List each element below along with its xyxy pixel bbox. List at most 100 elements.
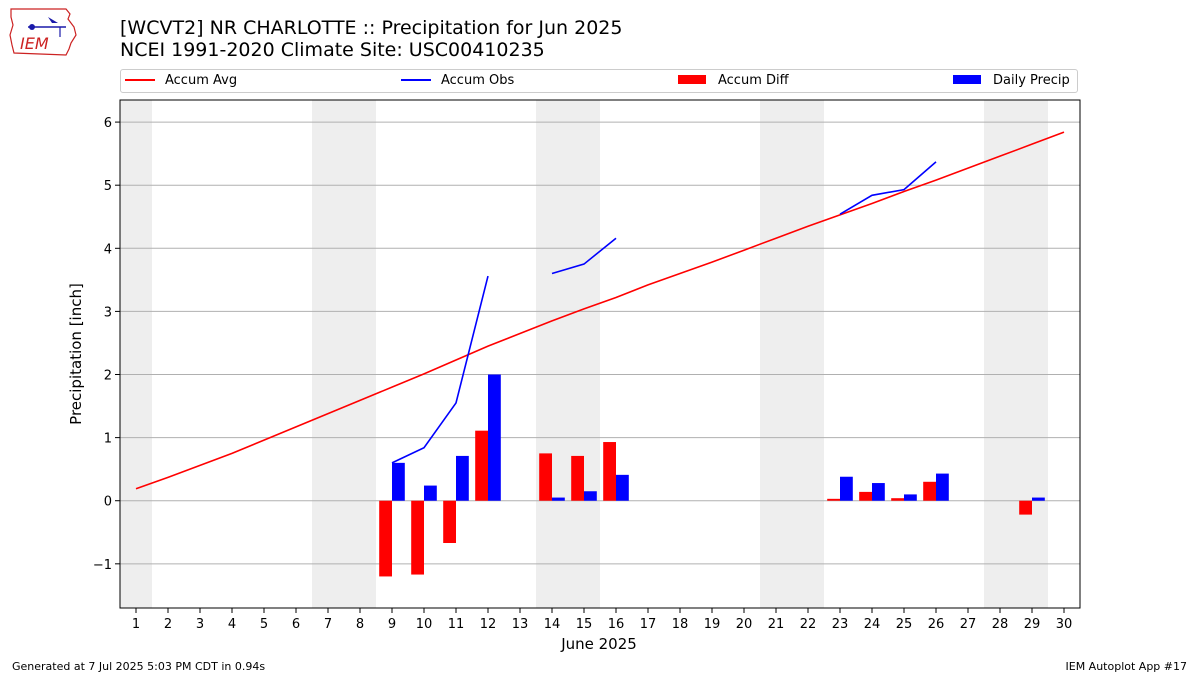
x-tick-label: 15 [576, 617, 593, 632]
y-tick-label: 3 [104, 305, 112, 320]
x-tick-label: 23 [832, 617, 849, 632]
accum-diff-bar [411, 500, 424, 575]
x-tick-label: 2 [164, 617, 172, 632]
legend-item-accum-avg: Accum Avg [125, 73, 237, 91]
x-tick-label: 13 [512, 617, 529, 632]
daily-precip-bar [1032, 497, 1045, 501]
daily-precip-bar [584, 491, 597, 501]
legend-label-accum-diff: Accum Diff [718, 73, 789, 88]
legend-item-accum-diff: Accum Diff [678, 73, 789, 91]
chart-subtitle: NCEI 1991-2020 Climate Site: USC00410235 [120, 39, 545, 61]
daily-precip-bar [424, 485, 437, 501]
x-tick-label: 7 [324, 617, 332, 632]
accum-diff-bar [859, 491, 872, 501]
accum-diff-bar [571, 455, 584, 501]
x-tick-label: 6 [292, 617, 300, 632]
x-tick-label: 30 [1056, 617, 1073, 632]
accum-diff-bar [475, 430, 488, 501]
legend-item-daily-precip: Daily Precip [953, 73, 1070, 91]
y-tick-label: 5 [104, 179, 112, 194]
legend-label-daily-precip: Daily Precip [993, 73, 1070, 88]
accum-diff-bar [379, 500, 392, 577]
x-axis-label: June 2025 [560, 635, 637, 653]
weekend-shade-4 [984, 100, 1048, 608]
plot-frame [119, 99, 1081, 609]
legend-swatch-accum-obs [401, 78, 431, 81]
weekend-shade-1 [312, 100, 376, 608]
accum-avg-line [135, 131, 1065, 490]
x-tick-label: 8 [356, 617, 364, 632]
accum-obs-line-1 [551, 237, 617, 275]
accum-diff-bar [443, 500, 456, 544]
x-tick-label: 29 [1024, 617, 1041, 632]
accum-obs-line-0 [391, 275, 489, 464]
x-tick-label: 3 [196, 617, 204, 632]
accum-diff-bar [1019, 500, 1032, 515]
x-tick-label: 14 [544, 617, 561, 632]
daily-precip-bar [616, 474, 629, 501]
weekend-shading [120, 100, 1048, 608]
x-tick-label: 1 [132, 617, 140, 632]
x-tick-label: 11 [448, 617, 465, 632]
weekend-shade-0 [120, 100, 152, 608]
iowa-state-logo-icon: IEM [9, 8, 77, 56]
y-axis-label: Precipitation [inch] [67, 283, 85, 425]
generated-timestamp: Generated at 7 Jul 2025 5:03 PM CDT in 0… [12, 660, 266, 673]
accum-diff-bar [827, 498, 840, 501]
legend-swatch-accum-avg [125, 78, 155, 81]
x-tick-label: 28 [992, 617, 1009, 632]
daily-precip-bar [872, 483, 885, 501]
x-tick-label: 18 [672, 617, 689, 632]
accum-diff-bar [923, 481, 936, 501]
legend-label-accum-avg: Accum Avg [165, 73, 238, 88]
y-tick-label: 6 [104, 116, 112, 131]
y-tick-label: 1 [104, 432, 112, 447]
gridlines [120, 121, 1080, 565]
daily-precip-bar [392, 462, 405, 501]
x-tick-label: 16 [608, 617, 625, 632]
legend-label-accum-obs: Accum Obs [441, 73, 515, 88]
accum-obs-line-2 [839, 161, 937, 215]
daily-precip-bar [552, 497, 565, 501]
x-tick-label: 26 [928, 617, 945, 632]
logo-text: IEM [20, 34, 49, 53]
y-tick-label: −1 [93, 558, 112, 573]
x-tick-label: 9 [388, 617, 396, 632]
daily-precip-bar [904, 494, 917, 501]
bars [379, 374, 1045, 577]
accum-diff-bar [539, 453, 552, 501]
x-tick-label: 12 [480, 617, 497, 632]
x-tick-label: 4 [228, 617, 236, 632]
x-tick-label: 24 [864, 617, 881, 632]
x-tick-label: 27 [960, 617, 977, 632]
weekend-shade-3 [760, 100, 824, 608]
x-tick-label: 19 [704, 617, 721, 632]
x-tick-label: 20 [736, 617, 753, 632]
daily-precip-bar [840, 476, 853, 501]
daily-precip-bar [936, 473, 949, 501]
legend-swatch-daily-precip [953, 75, 981, 84]
iem-logo: IEM [8, 5, 80, 59]
chart-title: [WCVT2] NR CHARLOTTE :: Precipitation fo… [120, 17, 623, 39]
chart-legend: Accum Avg Accum Obs Accum Diff Daily Pre… [120, 69, 1078, 93]
accum-diff-bar [891, 498, 904, 501]
weekend-shade-2 [536, 100, 600, 608]
x-tick-label: 22 [800, 617, 817, 632]
x-tick-label: 5 [260, 617, 268, 632]
y-tick-label: 2 [104, 369, 112, 384]
y-tick-label: 4 [104, 242, 112, 257]
x-tick-label: 25 [896, 617, 913, 632]
x-tick-label: 17 [640, 617, 657, 632]
y-tick-label: 0 [104, 495, 112, 510]
legend-item-accum-obs: Accum Obs [401, 73, 514, 91]
accum-diff-bar [603, 442, 616, 501]
daily-precip-bar [488, 374, 501, 501]
x-tick-label: 10 [416, 617, 433, 632]
legend-swatch-accum-diff [678, 75, 706, 84]
lines [135, 131, 1065, 490]
x-tick-label: 21 [768, 617, 785, 632]
daily-precip-bar [456, 455, 469, 501]
autoplot-app-label: IEM Autoplot App #17 [1065, 660, 1188, 673]
